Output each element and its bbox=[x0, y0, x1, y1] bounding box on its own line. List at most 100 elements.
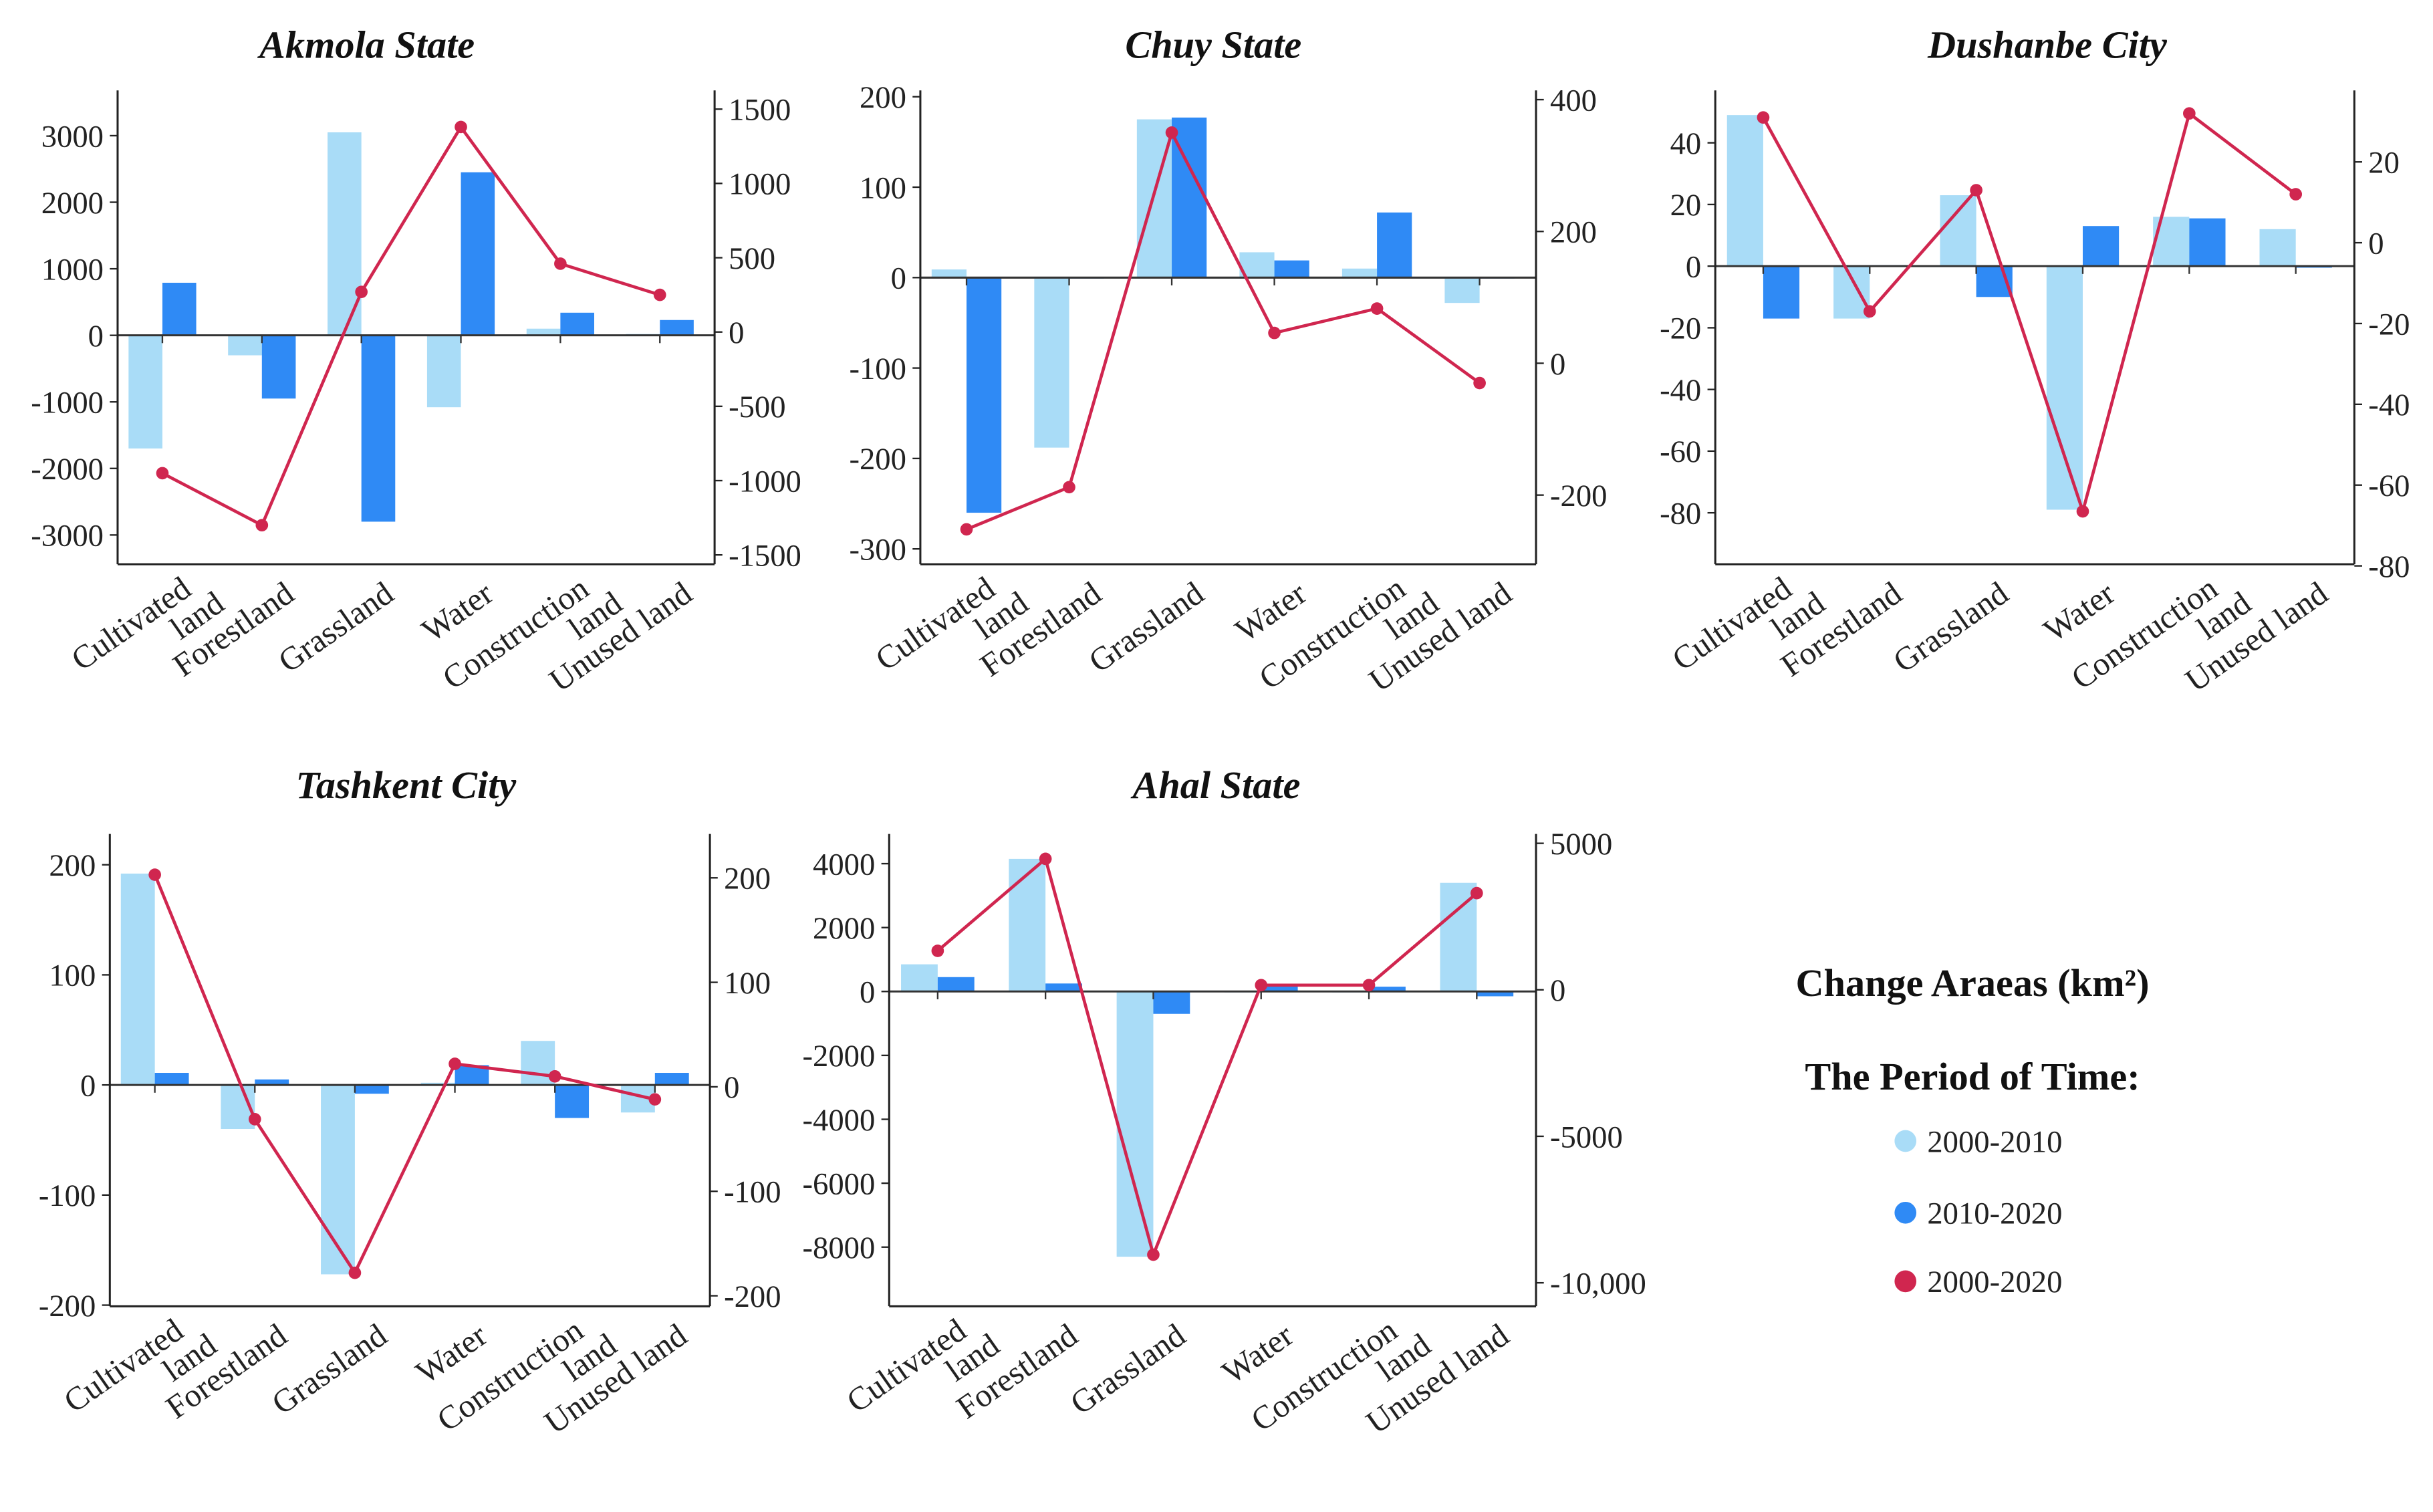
bar-2010-2020 bbox=[1377, 212, 1412, 278]
bar-2010-2020 bbox=[560, 312, 594, 336]
bar-2010-2020 bbox=[1763, 266, 1800, 319]
bar-2010-2020 bbox=[1369, 987, 1406, 992]
line-point-2000-2020 bbox=[1362, 979, 1376, 992]
left-tick-label: -60 bbox=[1660, 434, 1701, 469]
line-point-2000-2020 bbox=[653, 288, 666, 301]
line-point-2000-2020 bbox=[455, 120, 467, 134]
line-point-2000-2020 bbox=[248, 1113, 261, 1126]
legend-marker-2010-2020 bbox=[1894, 1201, 1917, 1224]
left-tick-label: 2000 bbox=[41, 186, 104, 221]
right-tick-label: -100 bbox=[724, 1175, 781, 1210]
bar-2010-2020 bbox=[261, 335, 296, 399]
left-tick-label: 40 bbox=[1670, 126, 1702, 161]
bar-2000-2010 bbox=[1341, 268, 1378, 278]
line-point-2000-2020 bbox=[1473, 376, 1486, 390]
right-tick-label: 500 bbox=[729, 241, 775, 276]
line-point-2000-2020 bbox=[1268, 326, 1281, 340]
line-point-2000-2020 bbox=[2076, 505, 2089, 518]
category-label: Grassland bbox=[1063, 1316, 1192, 1421]
category-label-line: Grassland bbox=[1886, 574, 2015, 679]
legend-label: 2010-2020 bbox=[1927, 1196, 2062, 1231]
panel-ahal-state: Ahal State 4000 2000 0 -2000 -4000 -6000 -8000 5… bbox=[803, 763, 1646, 1441]
bar-2010-2020 bbox=[1274, 260, 1309, 278]
line-point-2000-2020 bbox=[1255, 979, 1268, 992]
left-tick-label: -100 bbox=[849, 352, 906, 386]
left-tick-label: -6000 bbox=[803, 1166, 876, 1201]
bar-2010-2020 bbox=[354, 1085, 389, 1094]
bar-2000-2010 bbox=[2046, 266, 2083, 510]
bar-2010-2020 bbox=[967, 277, 1002, 513]
line-point-2000-2020 bbox=[355, 285, 368, 299]
left-tick-label: 200 bbox=[49, 848, 96, 883]
line-point-2000-2020 bbox=[1063, 481, 1075, 494]
right-tick-label: 200 bbox=[724, 862, 771, 896]
left-tick-label: -2000 bbox=[803, 1039, 876, 1074]
right-tick-label: -80 bbox=[2368, 549, 2410, 584]
bar-2000-2010 bbox=[1440, 882, 1477, 992]
legend-label: 2000-2010 bbox=[1927, 1124, 2062, 1159]
line-point-2000-2020 bbox=[931, 944, 944, 957]
bar-2010-2020 bbox=[255, 1079, 289, 1086]
line-point-2000-2020 bbox=[548, 1069, 561, 1083]
category-label: Grassland bbox=[1886, 574, 2015, 679]
line-point-2000-2020 bbox=[449, 1057, 461, 1070]
bar-2000-2010 bbox=[1116, 991, 1154, 1257]
left-tick-label: 100 bbox=[860, 170, 906, 205]
line-2000-2020 bbox=[966, 128, 1481, 531]
line-2000-2020 bbox=[161, 124, 660, 527]
left-tick-label: 20 bbox=[1670, 188, 1702, 223]
line-point-2000-2020 bbox=[1147, 1248, 1160, 1261]
bar-2000-2010 bbox=[128, 335, 162, 449]
panel-tashkent-city: Tashkent City 200 100 0 -100 -200 200 100 0 -100 -… bbox=[39, 763, 781, 1441]
bar-2010-2020 bbox=[2189, 218, 2226, 267]
line-2000-2020 bbox=[936, 856, 1478, 1260]
left-tick-label: 0 bbox=[1686, 249, 1701, 284]
right-tick-label: -60 bbox=[2368, 469, 2410, 503]
left-tick-label: -200 bbox=[39, 1289, 96, 1324]
legend-marker-2000-2020 bbox=[1894, 1270, 1917, 1293]
right-tick-label: -20 bbox=[2368, 307, 2410, 342]
right-tick-label: 0 bbox=[1550, 973, 1565, 1008]
line-point-2000-2020 bbox=[554, 257, 567, 270]
bar-2010-2020 bbox=[2082, 226, 2120, 267]
panel-chuy-state: Chuy State 200 100 0 -100 -200 -300 400 200 0 -200… bbox=[849, 23, 1607, 699]
left-tick-label: -20 bbox=[1660, 311, 1701, 346]
bar-2010-2020 bbox=[162, 283, 197, 336]
left-tick-label: -100 bbox=[39, 1178, 96, 1213]
left-tick-label: -4000 bbox=[803, 1103, 876, 1138]
category-label-line: Grassland bbox=[1063, 1316, 1192, 1421]
right-tick-label: -1000 bbox=[729, 464, 801, 499]
right-tick-label: 1000 bbox=[729, 167, 791, 202]
legend-marker-2000-2010 bbox=[1894, 1130, 1917, 1152]
line-point-2000-2020 bbox=[1757, 111, 1770, 124]
right-tick-label: -40 bbox=[2368, 388, 2410, 422]
bar-2000-2010 bbox=[1444, 277, 1480, 303]
left-tick-label: 2000 bbox=[813, 911, 875, 946]
bar-2000-2010 bbox=[1009, 858, 1046, 992]
left-tick-label: 1000 bbox=[41, 252, 104, 287]
legend-title: Change Araeas (km²) bbox=[1795, 961, 2149, 1005]
right-tick-label: -200 bbox=[1550, 479, 1607, 513]
line-point-2000-2020 bbox=[1863, 305, 1876, 318]
left-tick-label: 0 bbox=[860, 975, 875, 1010]
bar-2010-2020 bbox=[1477, 991, 1514, 997]
bar-2000-2010 bbox=[426, 335, 461, 408]
line-point-2000-2020 bbox=[255, 519, 269, 532]
line-2000-2020 bbox=[153, 874, 656, 1276]
bar-2000-2010 bbox=[931, 269, 967, 278]
bar-2000-2010 bbox=[321, 1085, 355, 1275]
bar-2010-2020 bbox=[660, 320, 694, 336]
left-tick-label: -40 bbox=[1660, 373, 1701, 408]
bar-2000-2010 bbox=[228, 335, 262, 356]
right-tick-label: -10,000 bbox=[1550, 1266, 1646, 1301]
left-tick-label: -200 bbox=[849, 442, 906, 477]
right-tick-label: 1500 bbox=[729, 93, 791, 128]
left-tick-label: 0 bbox=[88, 319, 104, 354]
left-tick-label: -2000 bbox=[31, 452, 104, 487]
panel-title: Dushanbe City bbox=[1927, 23, 2168, 66]
bar-2000-2010 bbox=[420, 1082, 455, 1086]
left-tick-label: -1000 bbox=[31, 386, 104, 420]
left-tick-label: 4000 bbox=[813, 847, 875, 882]
bar-2000-2010 bbox=[901, 964, 938, 992]
right-tick-label: 0 bbox=[729, 316, 744, 350]
